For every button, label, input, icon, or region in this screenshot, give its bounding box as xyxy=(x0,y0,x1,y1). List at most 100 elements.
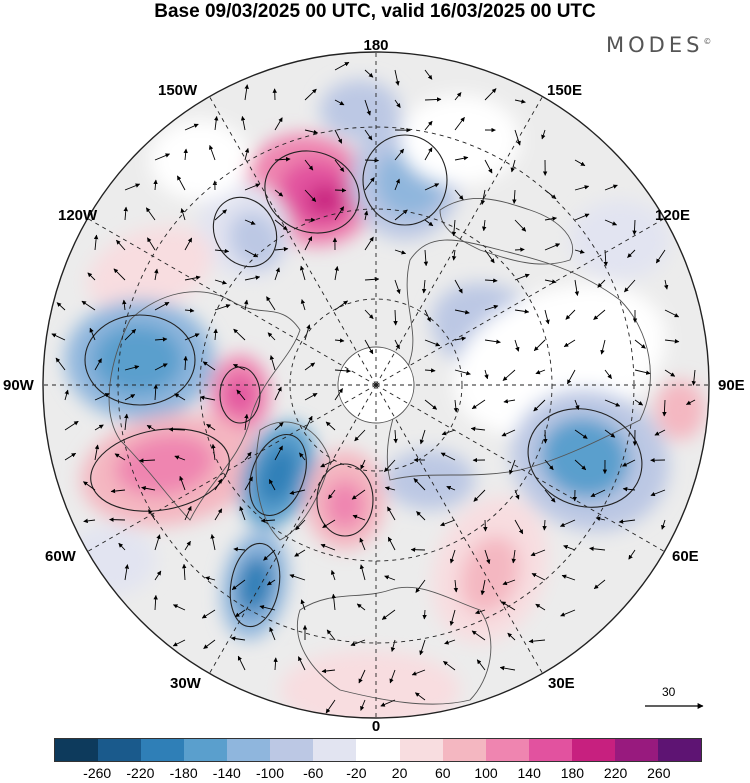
contour-line xyxy=(229,542,281,628)
wind-vector xyxy=(454,92,462,101)
wind-vector xyxy=(484,304,499,311)
wind-vector xyxy=(627,249,636,258)
wind-vector xyxy=(87,272,96,281)
wind-vector xyxy=(206,423,216,431)
wind-vector xyxy=(574,399,580,411)
wind-vector xyxy=(231,579,246,590)
wind-vector xyxy=(484,369,489,380)
wind-vector xyxy=(384,486,396,491)
wind-vector xyxy=(184,333,200,341)
colorbar-tick-label: -260 xyxy=(83,765,112,781)
brand-text: MODES xyxy=(606,33,704,57)
wind-vector xyxy=(93,234,99,251)
colorbar-segment xyxy=(571,739,615,761)
wind-vector xyxy=(304,189,317,202)
wind-vector xyxy=(561,574,576,581)
wind-vector xyxy=(289,574,306,581)
wind-vector xyxy=(214,209,227,221)
wind-vector xyxy=(184,275,201,281)
wind-vector xyxy=(544,216,557,221)
colorbar-tick-label: -140 xyxy=(212,765,241,781)
wind-vector xyxy=(421,279,427,294)
wind-vector xyxy=(574,159,586,167)
wind-vector xyxy=(180,208,186,221)
wind-vector xyxy=(632,219,637,236)
wind-vector xyxy=(501,429,516,437)
wind-vector xyxy=(122,299,127,311)
wind-vector xyxy=(559,519,576,527)
wind-vector xyxy=(454,309,470,315)
wind-vector xyxy=(118,542,126,551)
anomaly-patch xyxy=(258,446,298,504)
modes-logo: MODES© xyxy=(606,33,711,57)
wind-vector xyxy=(593,579,606,590)
wind-vector xyxy=(423,249,429,267)
colorbar-segment xyxy=(614,739,658,761)
wind-vector xyxy=(266,296,276,311)
wind-vector xyxy=(501,601,516,611)
colorbar-tick-label: -100 xyxy=(255,765,285,781)
wind-vector xyxy=(154,268,159,281)
colorbar-tick-label: 180 xyxy=(560,765,585,781)
wind-vector xyxy=(381,609,396,620)
wind-vector xyxy=(663,279,669,290)
lon-label-180: 180 xyxy=(363,37,389,54)
wind-vector xyxy=(533,339,546,352)
anomaly-patch xyxy=(225,375,255,415)
wind-vector xyxy=(415,579,426,593)
wind-vector xyxy=(240,115,246,131)
wind-vector xyxy=(360,699,366,711)
wind-vector xyxy=(567,369,576,385)
wind-vector xyxy=(295,519,306,531)
colorbar-tick-label: 260 xyxy=(647,765,671,781)
latitude-circle xyxy=(289,298,463,472)
wind-vector xyxy=(574,459,587,471)
wind-vector xyxy=(574,279,580,296)
wind-vector xyxy=(354,429,366,442)
wind-vector xyxy=(424,219,434,227)
wind-vector xyxy=(352,514,366,521)
wind-vector xyxy=(154,337,168,342)
lon-label-0: 0 xyxy=(371,718,381,735)
wind-vector xyxy=(503,398,516,404)
wind-vector xyxy=(535,369,546,375)
wind-vector xyxy=(244,275,261,281)
wind-vector xyxy=(394,148,405,161)
wind-vector xyxy=(89,327,96,341)
wind-vector xyxy=(634,399,644,406)
contour-lines xyxy=(84,134,643,628)
wind-vector xyxy=(304,236,313,251)
wind-vector xyxy=(153,594,158,611)
wind-vector xyxy=(514,273,530,281)
wind-vector xyxy=(124,564,130,581)
wind-vector xyxy=(321,668,336,674)
anomaly-patch xyxy=(570,200,670,280)
wind-vector xyxy=(424,69,433,80)
wind-vector xyxy=(544,489,556,503)
lon-label-90e: 90E xyxy=(718,377,745,394)
wind-vector xyxy=(244,476,253,491)
wind-vector xyxy=(424,368,436,373)
wind-vector xyxy=(184,123,199,131)
wind-vector xyxy=(624,279,636,293)
wind-vector xyxy=(351,489,366,500)
colorbar-segment xyxy=(442,739,486,761)
wind-vector xyxy=(528,638,546,644)
wind-vector xyxy=(334,61,350,71)
wind-vector xyxy=(55,357,66,371)
wind-vector xyxy=(475,609,486,615)
contour-line xyxy=(90,428,230,512)
wind-vector xyxy=(394,99,401,108)
wind-vector xyxy=(154,363,168,371)
wind-vector xyxy=(424,339,441,347)
wind-vector xyxy=(334,188,347,193)
lon-label-60w: 60W xyxy=(45,548,76,565)
wind-vector xyxy=(94,424,104,431)
anomaly-patch xyxy=(320,80,400,140)
wind-vector xyxy=(480,189,486,205)
wind-vector xyxy=(509,459,516,475)
wind-vector xyxy=(481,219,487,232)
wind-vector xyxy=(124,328,137,341)
colorbar-tick-label: -220 xyxy=(126,765,155,781)
wind-vector xyxy=(622,486,636,492)
